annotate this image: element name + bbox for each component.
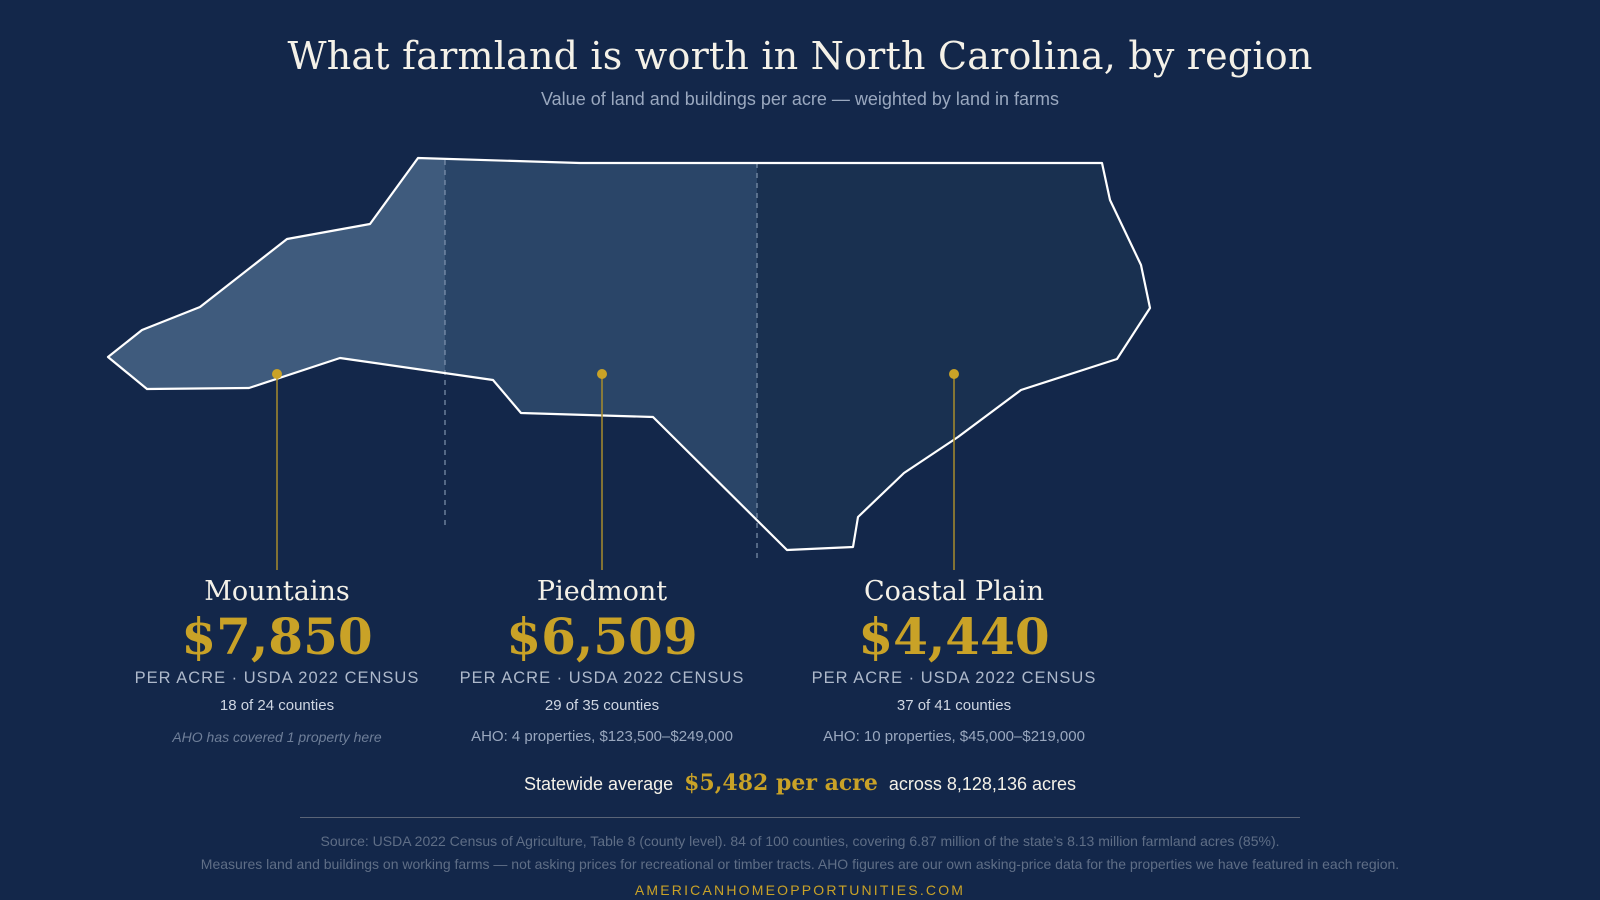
coastal-plain-marker [949, 369, 959, 379]
region-name: Coastal Plain [864, 576, 1044, 607]
statewide-suffix: across 8,128,136 acres [888, 774, 1076, 794]
region-counties: 18 of 24 counties [219, 697, 335, 714]
region-card-mountains: Mountains $7,850 PER ACRE · USDA 2022 CE… [117, 576, 437, 747]
region-aho-note: AHO: 4 properties, $123,500–$249,000 [471, 728, 733, 745]
region-value: $7,850 [181, 607, 373, 666]
coastal-plain-region-fill [757, 158, 1150, 550]
source-line-1: Source: USDA 2022 Census of Agriculture,… [320, 833, 1280, 849]
region-card-piedmont: Piedmont $6,509 PER ACRE · USDA 2022 CEN… [442, 576, 762, 747]
region-counties: 37 of 41 counties [896, 697, 1012, 714]
region-aho-note: AHO: 10 properties, $45,000–$219,000 [823, 728, 1085, 745]
source-line-2: Measures land and buildings on working f… [200, 856, 1400, 872]
region-unit: PER ACRE · USDA 2022 CENSUS [134, 669, 420, 687]
statewide-value: $5,482 per acre [684, 770, 878, 796]
statewide-average: Statewide average $5,482 per acre across… [0, 770, 1600, 796]
region-value: $4,440 [858, 607, 1050, 666]
mountains-region-fill [108, 158, 445, 550]
mountains-marker [272, 369, 282, 379]
region-counties: 29 of 35 counties [544, 697, 660, 714]
state-outline [106, 156, 1152, 552]
piedmont-marker [597, 369, 607, 379]
region-value: $6,509 [506, 607, 698, 666]
region-unit: PER ACRE · USDA 2022 CENSUS [811, 669, 1097, 687]
statewide-prefix: Statewide average [524, 774, 674, 794]
region-card-coastal-plain: Coastal Plain $4,440 PER ACRE · USDA 202… [794, 576, 1114, 747]
source-note: Source: USDA 2022 Census of Agriculture,… [0, 830, 1600, 876]
page-subtitle: Value of land and buildings per acre — w… [541, 89, 1059, 109]
site-link[interactable]: AMERICANHOMEOPPORTUNITIES.COM [634, 882, 966, 898]
region-name: Piedmont [536, 576, 668, 607]
page-title: What farmland is worth in North Carolina… [287, 34, 1313, 78]
region-name: Mountains [204, 576, 350, 607]
region-aho-note: AHO has covered 1 property here [172, 729, 382, 745]
region-unit: PER ACRE · USDA 2022 CENSUS [459, 669, 745, 687]
footer-divider [300, 817, 1300, 818]
piedmont-region-fill [445, 158, 757, 550]
